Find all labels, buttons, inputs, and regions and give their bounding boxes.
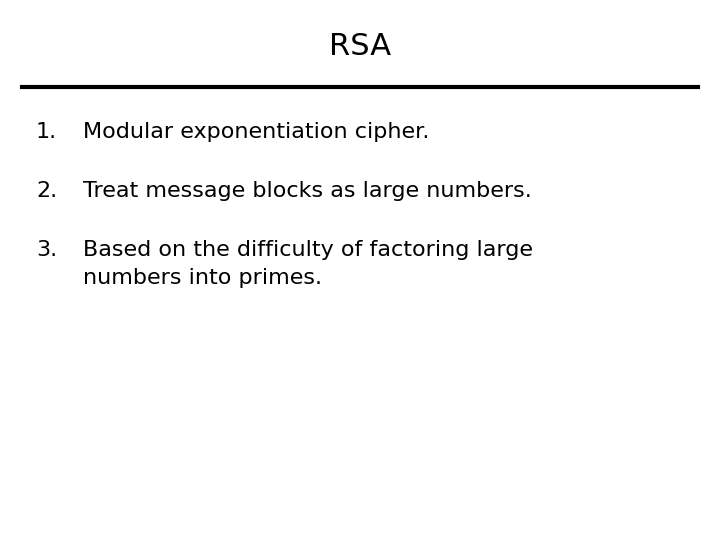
- Text: 2.: 2.: [36, 181, 57, 201]
- Text: 1.: 1.: [36, 122, 57, 141]
- Text: RSA: RSA: [329, 32, 391, 62]
- Text: Treat message blocks as large numbers.: Treat message blocks as large numbers.: [83, 181, 531, 201]
- Text: Modular exponentiation cipher.: Modular exponentiation cipher.: [83, 122, 429, 141]
- Text: 3.: 3.: [36, 240, 57, 260]
- Text: Based on the difficulty of factoring large
numbers into primes.: Based on the difficulty of factoring lar…: [83, 240, 533, 288]
